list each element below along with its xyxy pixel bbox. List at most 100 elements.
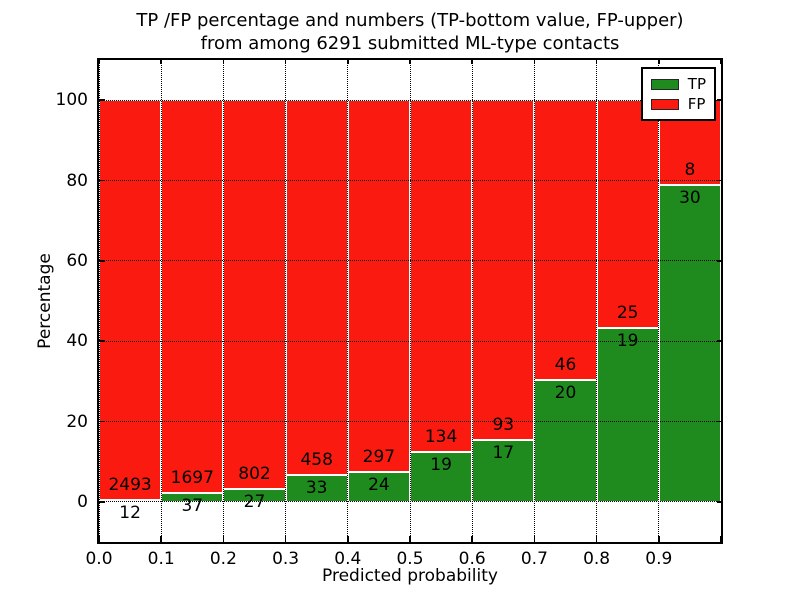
x-tick-label: 0.8 xyxy=(583,549,611,569)
y-tick xyxy=(99,179,105,182)
legend-entry-fp: FP xyxy=(650,94,706,114)
y-tick xyxy=(99,99,105,101)
x-tick xyxy=(471,60,473,64)
x-tick xyxy=(284,536,287,542)
x-tick xyxy=(284,60,287,64)
x-tick xyxy=(409,60,411,64)
fp-count-label: 46 xyxy=(554,355,577,376)
tp-count-label: 19 xyxy=(430,454,452,475)
tp-count-label: 17 xyxy=(492,442,515,463)
y-tick-label: 40 xyxy=(66,331,88,352)
fp-bar-segment xyxy=(534,100,597,381)
tp-bar-segment xyxy=(347,471,410,502)
chart-title-line2: from among 6291 submitted ML-type contac… xyxy=(200,33,620,54)
x-tick xyxy=(533,536,536,542)
x-tick xyxy=(98,536,100,542)
tp-legend-swatch xyxy=(650,78,679,90)
y-tick xyxy=(717,340,721,342)
x-tick-label: 0.9 xyxy=(645,549,673,569)
y-tick xyxy=(717,99,721,101)
fp-legend-swatch xyxy=(650,98,679,110)
fp-count-label: 25 xyxy=(616,303,639,324)
x-tick-label: 0.0 xyxy=(85,549,113,569)
tp-count-label: 27 xyxy=(243,491,266,512)
fp-count-label: 2493 xyxy=(108,474,152,495)
x-gridline xyxy=(160,60,162,542)
y-tick-label: 60 xyxy=(66,250,88,271)
tp-bar-segment xyxy=(285,474,348,502)
x-gridline xyxy=(720,60,722,542)
tp-bar-segment xyxy=(658,184,721,502)
tp-count-label: 30 xyxy=(679,187,701,208)
y-tick xyxy=(717,260,721,262)
tp-bar-segment xyxy=(596,328,659,502)
fp-bar-segment xyxy=(347,100,410,472)
y-tick xyxy=(717,501,721,503)
y-tick-label: 0 xyxy=(77,491,88,512)
x-gridline xyxy=(596,60,598,542)
tp-legend-label: TP xyxy=(687,75,706,93)
y-tick xyxy=(99,501,105,503)
x-tick xyxy=(595,536,598,542)
y-tick xyxy=(99,260,105,262)
x-gridline xyxy=(658,60,660,542)
fp-legend-label: FP xyxy=(687,95,706,113)
fp-bar-segment xyxy=(596,100,659,329)
x-tick xyxy=(222,60,225,64)
x-tick xyxy=(160,536,162,542)
y-gridline xyxy=(99,501,721,503)
x-tick xyxy=(595,60,598,64)
fp-count-label: 297 xyxy=(362,446,396,467)
x-tick xyxy=(347,536,349,542)
x-tick xyxy=(658,536,660,542)
tp-bar-segment xyxy=(472,439,535,502)
fp-count-label: 1697 xyxy=(170,468,214,489)
legend: TP FP xyxy=(640,67,716,121)
x-gridline xyxy=(347,60,349,542)
x-tick xyxy=(720,536,722,542)
fp-count-label: 802 xyxy=(238,463,271,484)
tp-count-label: 20 xyxy=(554,383,577,404)
tp-bar-segment xyxy=(534,380,597,502)
tp-count-label: 33 xyxy=(305,477,328,498)
x-tick-label: 0.5 xyxy=(396,549,424,569)
x-tick xyxy=(222,536,225,542)
y-gridline xyxy=(99,99,721,101)
tp-count-label: 12 xyxy=(119,502,141,523)
x-gridline xyxy=(98,60,100,542)
x-tick-label: 0.2 xyxy=(209,549,237,569)
x-tick xyxy=(533,60,536,64)
y-gridline xyxy=(99,340,721,342)
y-axis-label: Percentage xyxy=(35,253,55,349)
plot-area: TP FP 0.0 0.1 0.2 0.3 0.4 0.5 0.6 0.7 0.8 0.9 0 20 4… xyxy=(56,58,723,569)
y-tick-label: 100 xyxy=(55,90,88,111)
tp-count-label: 19 xyxy=(616,331,639,352)
y-gridline xyxy=(99,260,721,262)
x-gridline xyxy=(285,60,287,542)
y-gridline xyxy=(99,180,721,181)
fp-bar-segment xyxy=(285,100,348,475)
chart-title-line1: TP /FP percentage and numbers (TP-bottom… xyxy=(136,10,684,31)
x-axis-label: Predicted probability xyxy=(322,566,498,586)
x-tick xyxy=(658,60,660,64)
fp-bar-segment xyxy=(410,100,473,452)
fp-count-label: 134 xyxy=(424,426,458,447)
x-gridline xyxy=(533,60,535,542)
x-tick-label: 0.1 xyxy=(147,549,175,569)
x-tick-label: 0.6 xyxy=(458,549,486,569)
y-tick xyxy=(717,420,721,423)
tp-count-label: 24 xyxy=(368,474,390,495)
x-tick-label: 0.7 xyxy=(520,549,548,569)
tp-bar-segment xyxy=(410,451,473,502)
x-tick xyxy=(160,60,162,64)
y-tick-label: 80 xyxy=(66,170,88,191)
fp-count-label: 458 xyxy=(300,449,333,470)
y-tick-label: 20 xyxy=(66,411,88,432)
x-tick xyxy=(409,536,411,542)
fp-count-label: 8 xyxy=(684,159,696,180)
x-gridline xyxy=(222,60,224,542)
fp-bar-segment xyxy=(161,100,224,494)
tp-count-label: 37 xyxy=(181,496,204,517)
tp-bar-segment xyxy=(223,488,286,502)
